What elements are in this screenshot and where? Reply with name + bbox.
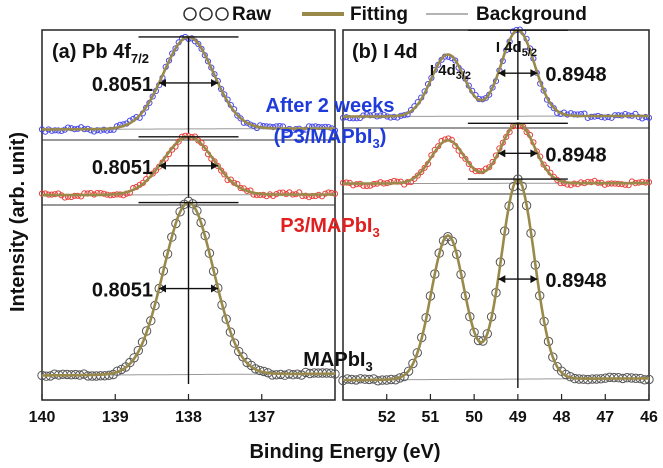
peak-label-i4d52-sub: 5/2 [522, 47, 537, 59]
label-mapbi3-text: MAPbI [303, 349, 365, 371]
raw-point-b-mapbi3 [447, 236, 457, 247]
raw-point-a-mapbi3 [137, 337, 148, 347]
label-aged-line1: After 2 weeks [266, 95, 395, 117]
peak-label-i4d52: I 4d5/2 [496, 39, 537, 59]
fwhm-arrowhead-left-b-mapbi3 [498, 275, 506, 284]
raw-point-a-mapbi3 [175, 207, 185, 217]
label-mapbi3: MAPbI3 [303, 349, 372, 374]
raw-point-b-p3 [414, 172, 421, 179]
raw-point-b-aged [482, 95, 489, 102]
panel-a-title-text: (a) Pb 4f [52, 41, 131, 63]
panel-a-plot: 140 139 138 137 0.8051 0.8051 0.8051 [29, 33, 340, 426]
fwhm-label-b-aged: 0.8948 [545, 64, 606, 86]
panel-b-xtick-label-5: 47 [596, 409, 614, 426]
legend-raw-marker-2 [199, 7, 213, 21]
y-axis-label: Intensity (arb. unit) [7, 132, 29, 312]
raw-point-b-mapbi3 [408, 358, 418, 369]
raw-point-a-mapbi3 [229, 338, 240, 348]
raw-point-a-mapbi3 [133, 345, 144, 356]
label-aged-line2-end: ) [380, 126, 387, 148]
label-mapbi3-sub: 3 [365, 359, 372, 374]
raw-point-b-p3 [418, 168, 425, 176]
label-p3: P3/MAPbI3 [280, 215, 379, 240]
panel-a-xtick-label-1: 139 [102, 409, 129, 426]
raw-point-b-p3 [486, 164, 493, 171]
raw-point-b-mapbi3 [548, 352, 558, 362]
raw-point-a-mapbi3 [129, 353, 139, 363]
raw-point-b-mapbi3 [639, 375, 650, 385]
fwhm-label-a-mapbi3: 0.8051 [92, 280, 153, 302]
panel-a-xtick-label-3: 137 [248, 409, 275, 426]
label-aged-line2-text: (P3/MAPbI [274, 126, 373, 148]
fit-line-b-aged [343, 28, 649, 118]
panel-b-xtick-label-6: 46 [640, 409, 658, 426]
legend-raw-marker-3 [215, 7, 229, 21]
legend-background-label: Background [476, 4, 587, 25]
raw-point-a-p3 [175, 138, 182, 145]
fwhm-arrowhead-left-a-mapbi3 [159, 284, 167, 293]
panel-b-xtick-label-1: 51 [422, 409, 440, 426]
legend: Raw Fitting Background [183, 4, 587, 25]
peak-label-i4d32-sub: 3/2 [456, 70, 471, 82]
fwhm-label-b-p3: 0.8948 [545, 144, 606, 166]
peak-label-i4d32: I 4d3/2 [430, 62, 471, 82]
panel-b-xtick-label-3: 49 [509, 409, 527, 426]
peak-label-i4d52-text: I 4d [496, 39, 522, 56]
fwhm-arrowhead-right-a-mapbi3 [210, 284, 218, 293]
raw-point-b-mapbi3 [412, 348, 422, 358]
panel-a-title: (a) Pb 4f7/2 [52, 41, 149, 66]
label-aged-line2-sub: 3 [373, 136, 380, 151]
panel-b-xtick-label-4: 48 [553, 409, 571, 426]
fwhm-arrowhead-left-b-p3 [498, 149, 506, 158]
x-axis-label: Binding Energy (eV) [249, 441, 440, 463]
panel-a-xtick-label-2: 138 [175, 409, 202, 426]
raw-point-a-aged [195, 40, 202, 48]
raw-point-b-aged [550, 105, 557, 112]
peak-label-i4d32-text: I 4d [430, 62, 456, 79]
fwhm-arrowhead-left-a-aged [159, 78, 167, 87]
panel-a-title-sub: 7/2 [131, 51, 149, 66]
fwhm-label-a-aged: 0.8051 [92, 74, 153, 96]
panel-b-xtick-label-0: 52 [378, 409, 396, 426]
fit-line-b-mapbi3 [343, 177, 649, 382]
fwhm-arrowhead-left-a-p3 [159, 161, 167, 170]
fwhm-arrowhead-right-a-p3 [210, 161, 218, 170]
raw-point-b-mapbi3 [403, 366, 414, 376]
fwhm-arrowhead-right-b-mapbi3 [530, 275, 538, 284]
raw-point-a-p3 [201, 144, 208, 152]
panel-b-xtick-label-2: 50 [465, 409, 483, 426]
raw-point-a-p3 [149, 170, 156, 177]
label-p3-sub: 3 [373, 225, 380, 240]
fwhm-arrowhead-right-a-aged [210, 78, 218, 87]
panel-a-xtick-label-0: 140 [29, 409, 56, 426]
fwhm-arrowhead-right-b-p3 [530, 149, 538, 158]
raw-point-a-aged [237, 115, 244, 122]
panel-b-title: (b) I 4d [352, 41, 418, 63]
label-aged-line2: (P3/MAPbI3) [274, 126, 387, 151]
raw-point-b-mapbi3 [561, 369, 571, 380]
fwhm-arrowhead-left-b-aged [498, 69, 506, 78]
raw-point-b-p3 [520, 123, 527, 130]
legend-fitting-label: Fitting [350, 4, 408, 25]
fwhm-arrowhead-right-b-aged [530, 69, 538, 78]
label-p3-text: P3/MAPbI [280, 215, 372, 237]
raw-point-a-mapbi3 [250, 364, 261, 374]
fit-line-b-p3 [343, 121, 649, 185]
fwhm-label-b-mapbi3: 0.8948 [545, 270, 606, 292]
fwhm-label-a-p3: 0.8051 [92, 157, 153, 179]
legend-raw-marker-1 [183, 7, 197, 21]
legend-raw-label: Raw [232, 4, 271, 25]
